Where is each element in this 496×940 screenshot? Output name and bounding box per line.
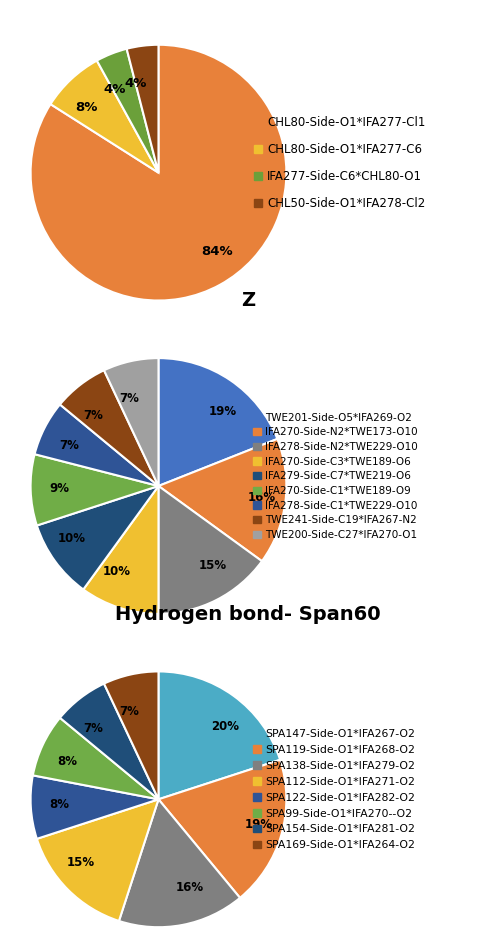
Legend: CHL80-Side-O1*IFA277-Cl1, CHL80-Side-O1*IFA277-C6, IFA277-Side-C6*CHL80-O1, CHL5: CHL80-Side-O1*IFA277-Cl1, CHL80-Side-O1*… [254,116,425,211]
Wedge shape [31,454,159,525]
Text: 15%: 15% [199,559,227,572]
Wedge shape [104,671,159,799]
Title: Z: Z [241,291,255,310]
Wedge shape [37,799,159,921]
Text: 7%: 7% [119,705,139,718]
Text: 7%: 7% [84,409,104,422]
Text: 10%: 10% [58,532,86,545]
Text: 10%: 10% [103,565,131,577]
Wedge shape [159,760,286,898]
Wedge shape [37,486,159,589]
Wedge shape [119,799,240,927]
Text: 20%: 20% [211,720,239,733]
Wedge shape [31,776,159,838]
Wedge shape [159,486,262,614]
Text: 4%: 4% [125,77,147,90]
Text: 84%: 84% [201,244,233,258]
Title: Hydrogen bond- Span60: Hydrogen bond- Span60 [115,604,381,624]
Text: 7%: 7% [59,439,79,452]
Wedge shape [60,370,159,486]
Wedge shape [35,404,159,486]
Wedge shape [159,358,277,486]
Legend: SPA147-Side-O1*IFA267-O2, SPA119-Side-O1*IFA268-O2, SPA138-Side-O1*IFA279-O2, SP: SPA147-Side-O1*IFA267-O2, SPA119-Side-O1… [253,728,415,851]
Text: 8%: 8% [49,798,69,811]
Text: 7%: 7% [84,722,104,735]
Wedge shape [159,671,280,799]
Wedge shape [126,45,159,173]
Text: 19%: 19% [209,405,237,418]
Wedge shape [97,49,159,173]
Text: 15%: 15% [67,856,95,870]
Wedge shape [51,60,159,173]
Wedge shape [104,358,159,486]
Wedge shape [31,45,286,301]
Wedge shape [60,683,159,799]
Text: 8%: 8% [58,755,77,768]
Text: 9%: 9% [49,482,69,495]
Text: 16%: 16% [175,881,203,894]
Wedge shape [33,718,159,799]
Text: 8%: 8% [75,101,97,114]
Text: 16%: 16% [248,491,275,504]
Text: 7%: 7% [119,392,139,405]
Legend: TWE201-Side-O5*IFA269-O2, IFA270-Side-N2*TWE173-O10, IFA278-Side-N2*TWE229-O10, : TWE201-Side-O5*IFA269-O2, IFA270-Side-N2… [253,413,418,540]
Text: 19%: 19% [245,818,273,831]
Text: 4%: 4% [103,83,125,96]
Wedge shape [159,439,286,561]
Wedge shape [83,486,159,614]
